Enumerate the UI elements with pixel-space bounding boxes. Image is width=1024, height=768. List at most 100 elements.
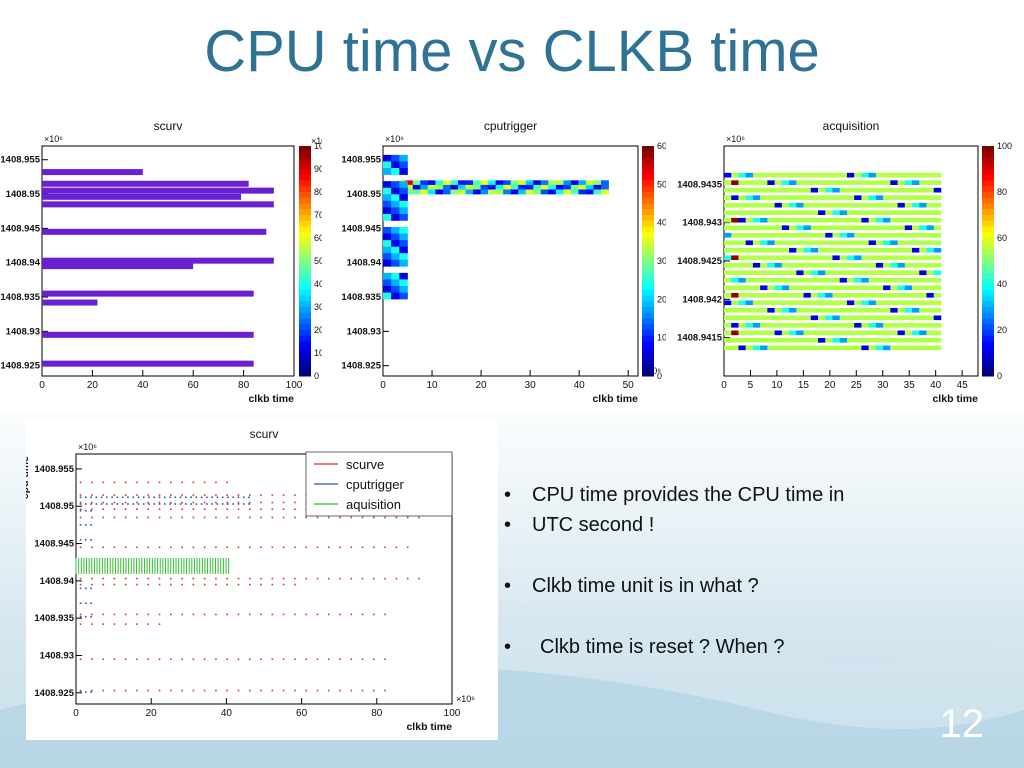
y-tick-label: 1408.9425 <box>677 256 723 267</box>
heatmap-cell <box>868 285 877 291</box>
heatmap-cell <box>883 322 891 328</box>
heatmap-cell <box>488 184 496 190</box>
heatmap-cell <box>825 255 833 261</box>
scatter-point <box>136 494 138 496</box>
heatmap-cell <box>825 270 833 276</box>
scatter-point <box>316 689 319 692</box>
heatmap-cell <box>731 172 739 178</box>
color-scale-cell <box>642 358 654 365</box>
heatmap-cell <box>752 262 761 268</box>
y-exponent-label: ×10⁶ <box>44 134 63 144</box>
scatter-point <box>102 494 104 496</box>
heatmap-cell <box>832 247 841 253</box>
color-scale-cell <box>642 301 654 308</box>
heatmap-cell <box>738 307 746 313</box>
heatmap-cell <box>883 210 891 216</box>
scatter-point <box>91 623 93 625</box>
x-tick-label: 20 <box>824 380 836 391</box>
heatmap-cell <box>861 210 869 216</box>
heatmap-cell <box>803 187 812 193</box>
heatmap-cell <box>933 187 942 193</box>
x-exponent-label: ×10⁶ <box>456 694 475 704</box>
scatter-point <box>85 509 87 512</box>
heatmap-cell <box>846 180 855 185</box>
heatmap-cell <box>875 285 884 291</box>
bullet-list: • CPU time provides the CPU time in • UTC … <box>504 480 984 662</box>
heatmap-cell <box>825 202 833 208</box>
heatmap-cell <box>810 217 819 223</box>
scatter-point <box>395 516 398 519</box>
scatter-point <box>85 496 87 499</box>
heatmap-cell <box>760 337 768 343</box>
heatmap-cell <box>839 255 848 261</box>
scatter-point <box>170 583 172 586</box>
heatmap-cell <box>868 315 877 321</box>
heatmap-cell <box>399 233 408 241</box>
heatmap-cell <box>883 285 891 291</box>
scatter-point <box>248 583 251 586</box>
heatmap-cell <box>839 225 848 231</box>
heatmap-cell <box>789 262 797 268</box>
heatmap-cell <box>846 337 855 343</box>
heatmap-cell <box>818 225 826 231</box>
heatmap-cell <box>796 217 804 223</box>
heatmap-cell <box>745 255 754 261</box>
scatter-point <box>111 496 113 499</box>
color-scale-tick-label: 40 <box>997 279 1007 289</box>
heatmap-cell <box>731 300 739 306</box>
heatmap-cell <box>803 172 812 178</box>
scatter-point <box>339 516 341 519</box>
heatmap-cell <box>904 285 913 291</box>
scatter-point <box>136 481 138 484</box>
heatmap-cell <box>818 172 826 178</box>
heatmap-cell <box>796 322 804 328</box>
heatmap-cell <box>919 300 927 306</box>
heatmap-cell <box>912 337 920 343</box>
heatmap-cell <box>904 330 913 336</box>
heatmap-cell <box>919 270 927 276</box>
color-scale-cell <box>982 255 994 262</box>
scatter-point <box>271 494 274 496</box>
heatmap-cell <box>803 240 812 246</box>
color-scale-cell <box>299 249 311 256</box>
heatmap-cell <box>861 217 869 223</box>
heatmap-cell <box>781 225 790 231</box>
heatmap-cell <box>846 225 855 231</box>
heatmap-cell <box>890 270 898 276</box>
heatmap-cell <box>904 187 913 193</box>
heatmap-cell <box>752 270 761 276</box>
heatmap-cell <box>745 337 754 343</box>
heatmap-cell <box>752 255 761 261</box>
y-tick-label: 1408.925 <box>341 361 381 372</box>
heatmap-cell <box>796 210 804 216</box>
heatmap-cell <box>738 202 746 208</box>
heatmap-cell <box>760 255 768 261</box>
heatmap-cell <box>774 292 783 298</box>
scatter-point <box>148 503 150 505</box>
heatmap-cell <box>818 187 826 193</box>
heatmap-cell <box>781 187 790 193</box>
y-tick-label: 1408.955 <box>0 155 40 166</box>
heatmap-cell <box>774 277 783 283</box>
scatter-point <box>170 501 172 504</box>
heatmap-cell <box>883 345 891 351</box>
heatmap-cell <box>399 240 408 247</box>
scatter-point <box>147 623 150 625</box>
color-scale-cell <box>982 301 994 308</box>
heatmap-cell <box>760 300 768 306</box>
heatmap-cell <box>904 247 913 253</box>
scatter-point <box>158 508 161 511</box>
heatmap-cell <box>919 330 927 336</box>
heatmap-cell <box>926 292 935 298</box>
heatmap-cell <box>926 330 935 336</box>
scatter-point <box>102 481 104 484</box>
scatter-point <box>102 689 104 692</box>
scatter-point <box>113 583 116 586</box>
heatmap-cell <box>738 180 746 185</box>
heatmap-cell <box>861 262 869 268</box>
scatter-point <box>226 494 228 496</box>
scatter-point <box>136 508 138 511</box>
y-exponent-label: ×10⁶ <box>726 134 745 144</box>
legend-label: cputrigger <box>346 477 404 492</box>
scatter-point <box>192 689 195 692</box>
